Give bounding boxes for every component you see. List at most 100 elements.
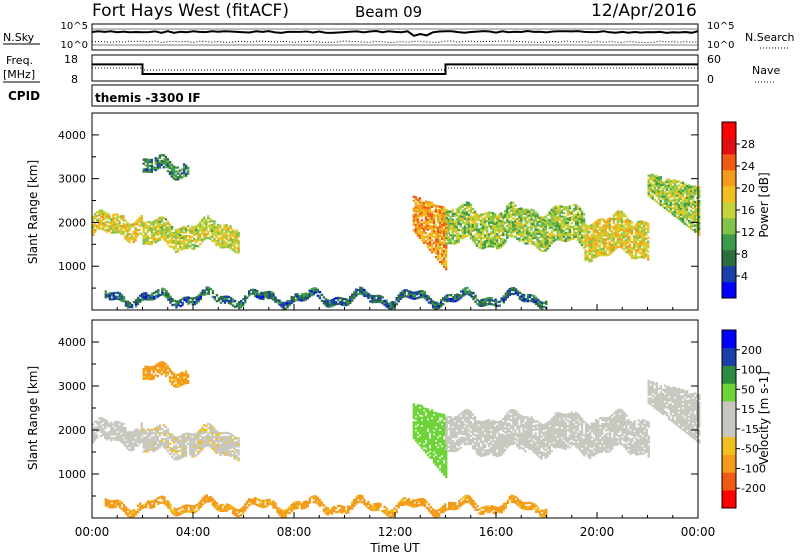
echo-cell (100, 421, 103, 424)
echo-cell (193, 303, 196, 306)
echo-cell (357, 289, 360, 292)
echo-cell (455, 233, 458, 237)
echo-cell (430, 247, 434, 250)
echo-cell (487, 237, 491, 240)
echo-cell (424, 224, 428, 227)
echo-cell (182, 445, 186, 448)
echo-cell (498, 246, 501, 250)
echo-cell (645, 255, 648, 258)
echo-cell (312, 293, 316, 296)
echo-cell (186, 240, 190, 244)
echo-cell (420, 238, 424, 242)
echo-cell (550, 224, 553, 227)
echo-cell (630, 252, 634, 256)
echo-cell (546, 219, 549, 222)
echo-cell (215, 433, 218, 437)
echo-cell (118, 294, 122, 297)
echo-cell (411, 297, 415, 300)
echo-cell (588, 244, 591, 247)
noise-tick-bottom-right: 10^0 (707, 40, 734, 51)
echo-cell (136, 440, 139, 443)
echo-cell (195, 244, 198, 248)
echo-cell (168, 370, 172, 373)
echo-cell (142, 162, 145, 165)
echo-cell (150, 223, 153, 226)
echo-cell (225, 226, 228, 229)
echo-cell (221, 297, 225, 301)
echo-cell (632, 257, 636, 260)
echo-cell (148, 430, 151, 434)
echo-cell (582, 224, 586, 228)
echo-cell (618, 227, 622, 231)
echo-cell (274, 298, 277, 301)
echo-cell (550, 216, 553, 219)
echo-cell (432, 231, 436, 235)
echo-cell (429, 302, 433, 305)
echo-cell (401, 292, 404, 295)
echo-cell (436, 426, 440, 429)
echo-cell (487, 225, 491, 228)
echo-cell (602, 246, 605, 249)
echo-cell (628, 235, 632, 239)
echo-cell (560, 215, 563, 218)
echo-cell (681, 215, 685, 218)
echo-cell (554, 226, 557, 229)
echo-cell (580, 242, 584, 245)
echo-cell (596, 239, 599, 242)
echo-cell (112, 219, 115, 222)
echo-cell (556, 230, 559, 233)
echo-cell (176, 377, 180, 380)
echo-cell (520, 209, 523, 212)
echo-cell (512, 207, 515, 210)
echo-cell (308, 289, 311, 292)
echo-cell (94, 230, 97, 234)
echo-cell (441, 247, 444, 250)
echo-cell (114, 422, 117, 426)
echo-cell (219, 230, 222, 233)
echo-cell (445, 469, 448, 473)
echo-cell (689, 213, 693, 216)
echo-cell (566, 221, 570, 224)
echo-cell (266, 296, 269, 300)
echo-cell (326, 299, 330, 302)
echo-cell (502, 230, 505, 233)
echo-cell (618, 235, 622, 239)
echo-cell (152, 438, 155, 441)
echo-cell (172, 374, 176, 378)
echo-cell (363, 292, 366, 296)
echo-cell (647, 242, 650, 245)
echo-cell (120, 299, 124, 303)
echo-cell (164, 445, 168, 448)
echo-cell (132, 240, 135, 243)
echo-cell (476, 302, 479, 306)
echo-cell (154, 157, 157, 160)
echo-cell (420, 225, 424, 228)
echo-cell (634, 249, 638, 252)
echo-cell (170, 439, 174, 442)
echo-cell (150, 231, 153, 234)
echo-cell (458, 296, 461, 299)
echo-cell (542, 232, 545, 235)
echo-cell (211, 435, 214, 438)
echo-cell (620, 236, 624, 239)
echo-cell (647, 224, 650, 228)
echo-cell (675, 200, 679, 203)
echo-cell (341, 299, 344, 302)
echo-cell (160, 373, 164, 376)
echo-cell (175, 306, 178, 309)
echo-cell (136, 444, 139, 447)
echo-cell (152, 226, 155, 229)
echo-cell (602, 232, 605, 235)
echo-cell (124, 237, 127, 240)
echo-cell (620, 212, 624, 216)
echo-cell (165, 294, 168, 297)
echo-cell (514, 290, 518, 293)
echo-cell (217, 447, 220, 450)
echo-cell (215, 429, 218, 433)
echo-cell (540, 224, 543, 227)
echo-cell (156, 239, 159, 242)
echo-cell (256, 295, 259, 299)
echo-cell (349, 295, 352, 299)
radar-title: Fort Hays West (fitACF) (92, 1, 289, 21)
echo-cell (186, 438, 190, 441)
